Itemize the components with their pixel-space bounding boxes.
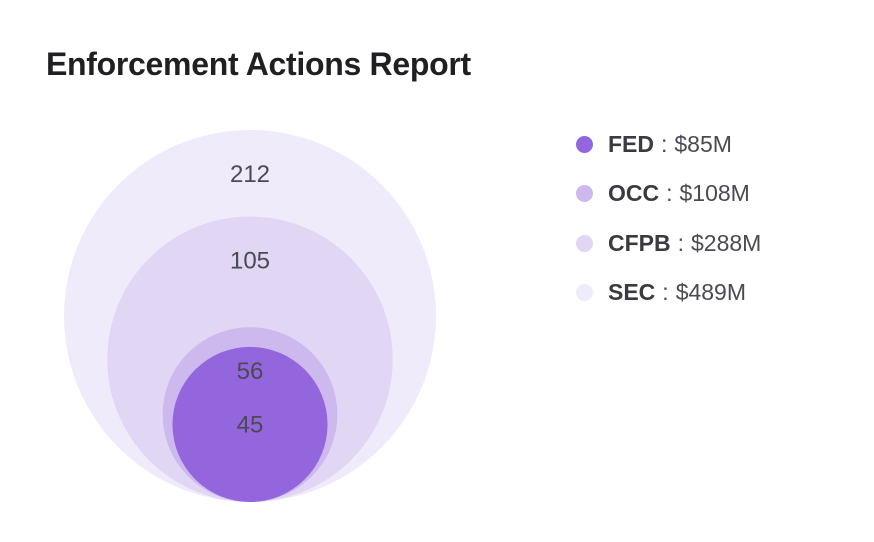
legend-name-sec: SEC	[608, 279, 656, 305]
legend-swatch-sec	[576, 284, 593, 301]
legend-item-occ: OCC: $108M	[576, 178, 761, 210]
chart-title: Enforcement Actions Report	[46, 46, 471, 82]
legend-value-fed: $85M	[674, 130, 732, 157]
legend-item-cfpb: CFPB: $288M	[576, 227, 761, 259]
legend-separator: :	[666, 180, 673, 206]
chart-legend: FED: $85M OCC: $108M CFPB: $288M SEC: $489M	[576, 128, 761, 326]
legend-swatch-fed	[576, 135, 593, 153]
legend-swatch-occ	[576, 185, 593, 202]
legend-value-cfpb: $288M	[691, 229, 762, 256]
legend-swatch-cfpb	[576, 234, 593, 252]
legend-name-cfpb: CFPB	[608, 229, 671, 256]
legend-item-fed: FED: $85M	[576, 128, 761, 160]
legend-separator: :	[661, 130, 668, 157]
bubble-label-sec: 212	[230, 161, 270, 188]
bubble-label-fed: 45	[237, 411, 264, 438]
legend-separator: :	[677, 229, 685, 256]
legend-name-fed: FED	[608, 130, 654, 157]
legend-item-sec: SEC: $489M	[576, 277, 761, 309]
legend-value-sec: $489M	[675, 279, 747, 305]
bubble-fed	[172, 346, 328, 502]
legend-name-occ: OCC	[608, 180, 660, 206]
bubble-label-cfpb: 105	[230, 248, 270, 275]
bubble-label-occ: 56	[237, 358, 264, 385]
legend-separator: :	[662, 279, 669, 305]
legend-value-occ: $108M	[679, 180, 750, 206]
